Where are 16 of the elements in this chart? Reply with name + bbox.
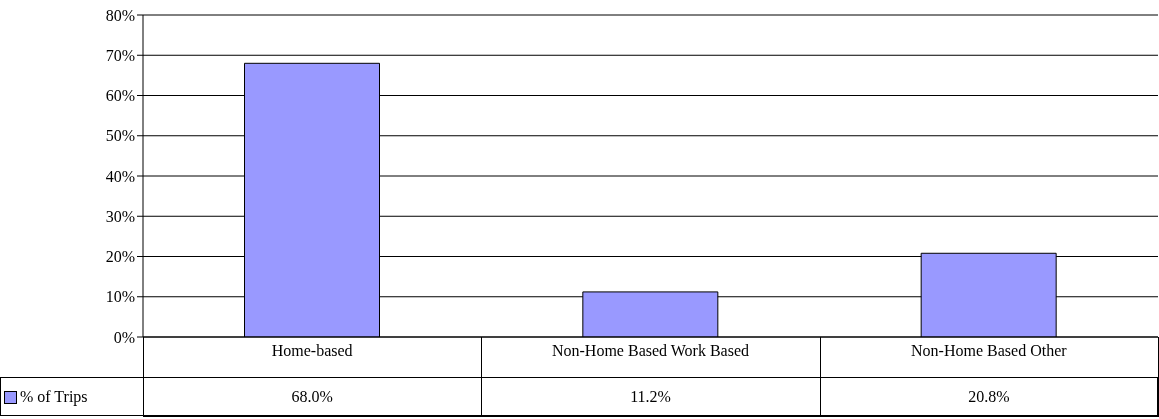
y-tick-label: 40%: [105, 167, 135, 185]
y-tick-label: 70%: [105, 46, 135, 64]
x-tick-label: Non-Home Based Work Based: [551, 342, 750, 360]
data-label: 68.0%: [291, 388, 333, 406]
y-tick-label: 80%: [105, 6, 135, 24]
data-label: 11.2%: [630, 388, 671, 406]
y-tick-label: 50%: [105, 127, 135, 145]
x-tick-label: Non-Home Based Other: [911, 342, 1068, 360]
legend-label: % of Trips: [20, 388, 88, 406]
y-tick-label: 60%: [105, 87, 135, 105]
y-tick-label: 10%: [105, 288, 135, 306]
y-tick-label: 0%: [113, 328, 135, 346]
data-label: 20.8%: [968, 388, 1010, 406]
y-tick-label: 20%: [105, 248, 135, 266]
y-tick-label: 30%: [105, 207, 135, 225]
x-tick-label: Home-based: [271, 342, 353, 360]
